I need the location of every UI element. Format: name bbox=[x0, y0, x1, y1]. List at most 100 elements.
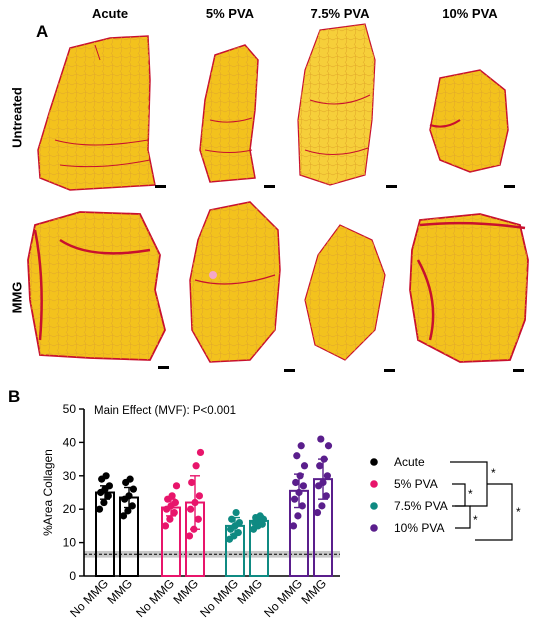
data-point bbox=[168, 492, 176, 500]
data-point bbox=[195, 492, 203, 500]
data-point bbox=[292, 478, 300, 487]
data-point bbox=[124, 507, 132, 515]
significance-bracket bbox=[452, 483, 466, 507]
scale-bar bbox=[264, 185, 275, 188]
histology-images bbox=[27, 23, 529, 363]
x-tick-label: MMG bbox=[298, 576, 329, 607]
legend-label: 5% PVA bbox=[394, 477, 438, 491]
data-point bbox=[319, 478, 327, 487]
data-point bbox=[317, 435, 325, 443]
data-point bbox=[320, 455, 328, 463]
y-tick-label: 20 bbox=[63, 502, 77, 516]
data-point bbox=[297, 442, 305, 450]
tissue-mmg-10pva bbox=[409, 213, 529, 363]
data-point bbox=[161, 522, 170, 530]
y-axis-label: %Area Collagen bbox=[41, 449, 55, 536]
scale-bar bbox=[284, 369, 295, 372]
data-point bbox=[322, 492, 330, 500]
legend-marker bbox=[370, 502, 378, 510]
significance-mark: * bbox=[516, 505, 521, 519]
x-tick-label: MMG bbox=[104, 576, 135, 607]
data-point bbox=[119, 512, 128, 520]
legend-marker bbox=[370, 480, 378, 488]
data-point bbox=[256, 512, 264, 520]
significance-bracket bbox=[475, 483, 513, 541]
data-point bbox=[187, 505, 195, 513]
data-point bbox=[313, 508, 322, 517]
data-point bbox=[188, 478, 196, 487]
data-point bbox=[105, 482, 113, 490]
y-tick-label: 30 bbox=[63, 469, 77, 483]
y-tick-label: 0 bbox=[69, 569, 76, 583]
significance-bracket bbox=[455, 505, 471, 529]
y-tick-label: 50 bbox=[63, 402, 77, 416]
legend-label: 10% PVA bbox=[394, 521, 444, 535]
data-point bbox=[298, 502, 306, 510]
column-header-5pva: 5% PVA bbox=[205, 6, 255, 21]
column-header-75pva: 7.5% PVA bbox=[310, 6, 370, 21]
data-point bbox=[170, 508, 178, 517]
tissue-mmg-75pva bbox=[304, 224, 386, 361]
data-point bbox=[232, 508, 240, 517]
data-point bbox=[293, 452, 301, 460]
data-point bbox=[128, 502, 136, 510]
panel-b-letter: B bbox=[8, 387, 21, 406]
data-point bbox=[196, 448, 205, 457]
collagen-bar-chart: 0 10 20 30 40 50 %Area Collagen Main Effect (MV… bbox=[41, 402, 521, 620]
scale-bar bbox=[384, 369, 395, 372]
data-point bbox=[235, 518, 243, 527]
data-point bbox=[294, 512, 302, 520]
data-point bbox=[126, 475, 134, 483]
significance-mark: * bbox=[468, 487, 473, 501]
data-point bbox=[192, 462, 200, 470]
scale-bar bbox=[158, 366, 169, 369]
scale-bar bbox=[155, 185, 166, 188]
scale-bar bbox=[513, 369, 524, 372]
data-point bbox=[295, 488, 303, 497]
data-point bbox=[104, 492, 112, 500]
tissue-untreated-10pva bbox=[429, 69, 509, 173]
main-effect-annotation: Main Effect (MVF): P<0.001 bbox=[94, 405, 236, 417]
data-point bbox=[300, 462, 309, 470]
data-point bbox=[166, 515, 174, 523]
data-point bbox=[171, 498, 179, 507]
legend-label: 7.5% PVA bbox=[394, 499, 448, 513]
data-point bbox=[95, 505, 104, 513]
significance-mark: * bbox=[473, 513, 478, 527]
y-tick-label: 10 bbox=[63, 536, 77, 550]
data-point bbox=[289, 522, 298, 530]
column-header-acute: Acute bbox=[91, 6, 129, 21]
data-point bbox=[100, 498, 108, 507]
data-point bbox=[323, 472, 331, 480]
data-point bbox=[191, 498, 199, 507]
panel-a-letter: A bbox=[36, 22, 49, 41]
data-point bbox=[185, 532, 194, 540]
data-point bbox=[324, 442, 333, 450]
data-point bbox=[172, 482, 181, 490]
data-point bbox=[234, 528, 242, 537]
data-point bbox=[299, 482, 307, 490]
data-point bbox=[296, 472, 304, 480]
column-header-10pva: 10% PVA bbox=[442, 6, 498, 21]
data-point bbox=[318, 502, 326, 510]
tissue-untreated-acute bbox=[37, 35, 156, 191]
legend-marker bbox=[370, 524, 378, 532]
scale-bar bbox=[386, 185, 397, 188]
legend-marker bbox=[370, 458, 378, 466]
data-point bbox=[125, 492, 133, 500]
tissue-mmg-acute bbox=[27, 211, 166, 361]
data-point bbox=[291, 495, 299, 503]
data-point bbox=[228, 515, 236, 523]
legend-label: Acute bbox=[394, 455, 425, 469]
x-tick-label: MMG bbox=[234, 576, 265, 607]
data-point bbox=[316, 462, 324, 470]
tissue-untreated-5pva bbox=[199, 44, 259, 183]
scale-bar bbox=[504, 185, 515, 188]
tissue-untreated-75pva bbox=[297, 23, 376, 186]
data-point bbox=[194, 515, 202, 523]
data-point bbox=[102, 472, 110, 480]
tissue-mmg-5pva bbox=[189, 201, 281, 363]
data-point bbox=[129, 485, 137, 493]
data-point bbox=[190, 525, 198, 533]
significance-mark: * bbox=[491, 466, 496, 480]
